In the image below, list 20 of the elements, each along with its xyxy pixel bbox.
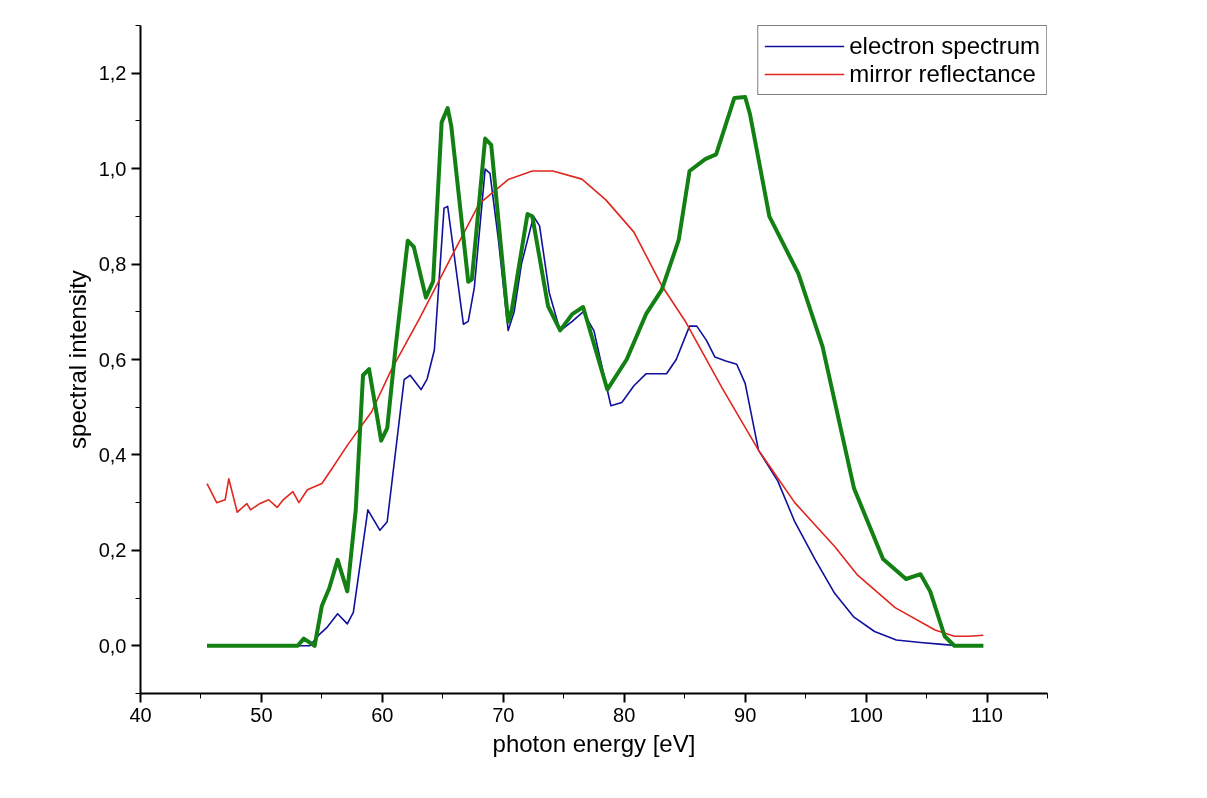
x-tick-label: 90 [734,703,757,726]
x-axis-title: photon energy [eV] [492,729,696,757]
y-tick-label: 1,2 [98,62,127,85]
x-tick-label: 40 [129,703,152,726]
x-tick-label: 60 [371,703,394,726]
line-series [205,95,986,648]
y-tick-label: 0,0 [98,634,127,657]
y-tick-label: 0,2 [98,539,127,562]
legend-label: electron spectrum [849,32,1040,60]
legend-label: mirror reflectance [849,60,1036,88]
x-tick-label: 110 [971,703,1003,726]
y-tick-label: 0,6 [98,348,127,371]
x-tick-label: 70 [492,703,515,726]
y-tick-label: 0,4 [98,443,127,466]
x-tick-label: 50 [250,703,273,726]
x-tick-label: 100 [849,703,883,726]
x-tick-label: 80 [613,703,636,726]
y-tick-label: 0,8 [98,253,127,276]
y-axis-title: spectral intensity [63,270,91,449]
y-tick-label: 1,0 [98,157,127,180]
